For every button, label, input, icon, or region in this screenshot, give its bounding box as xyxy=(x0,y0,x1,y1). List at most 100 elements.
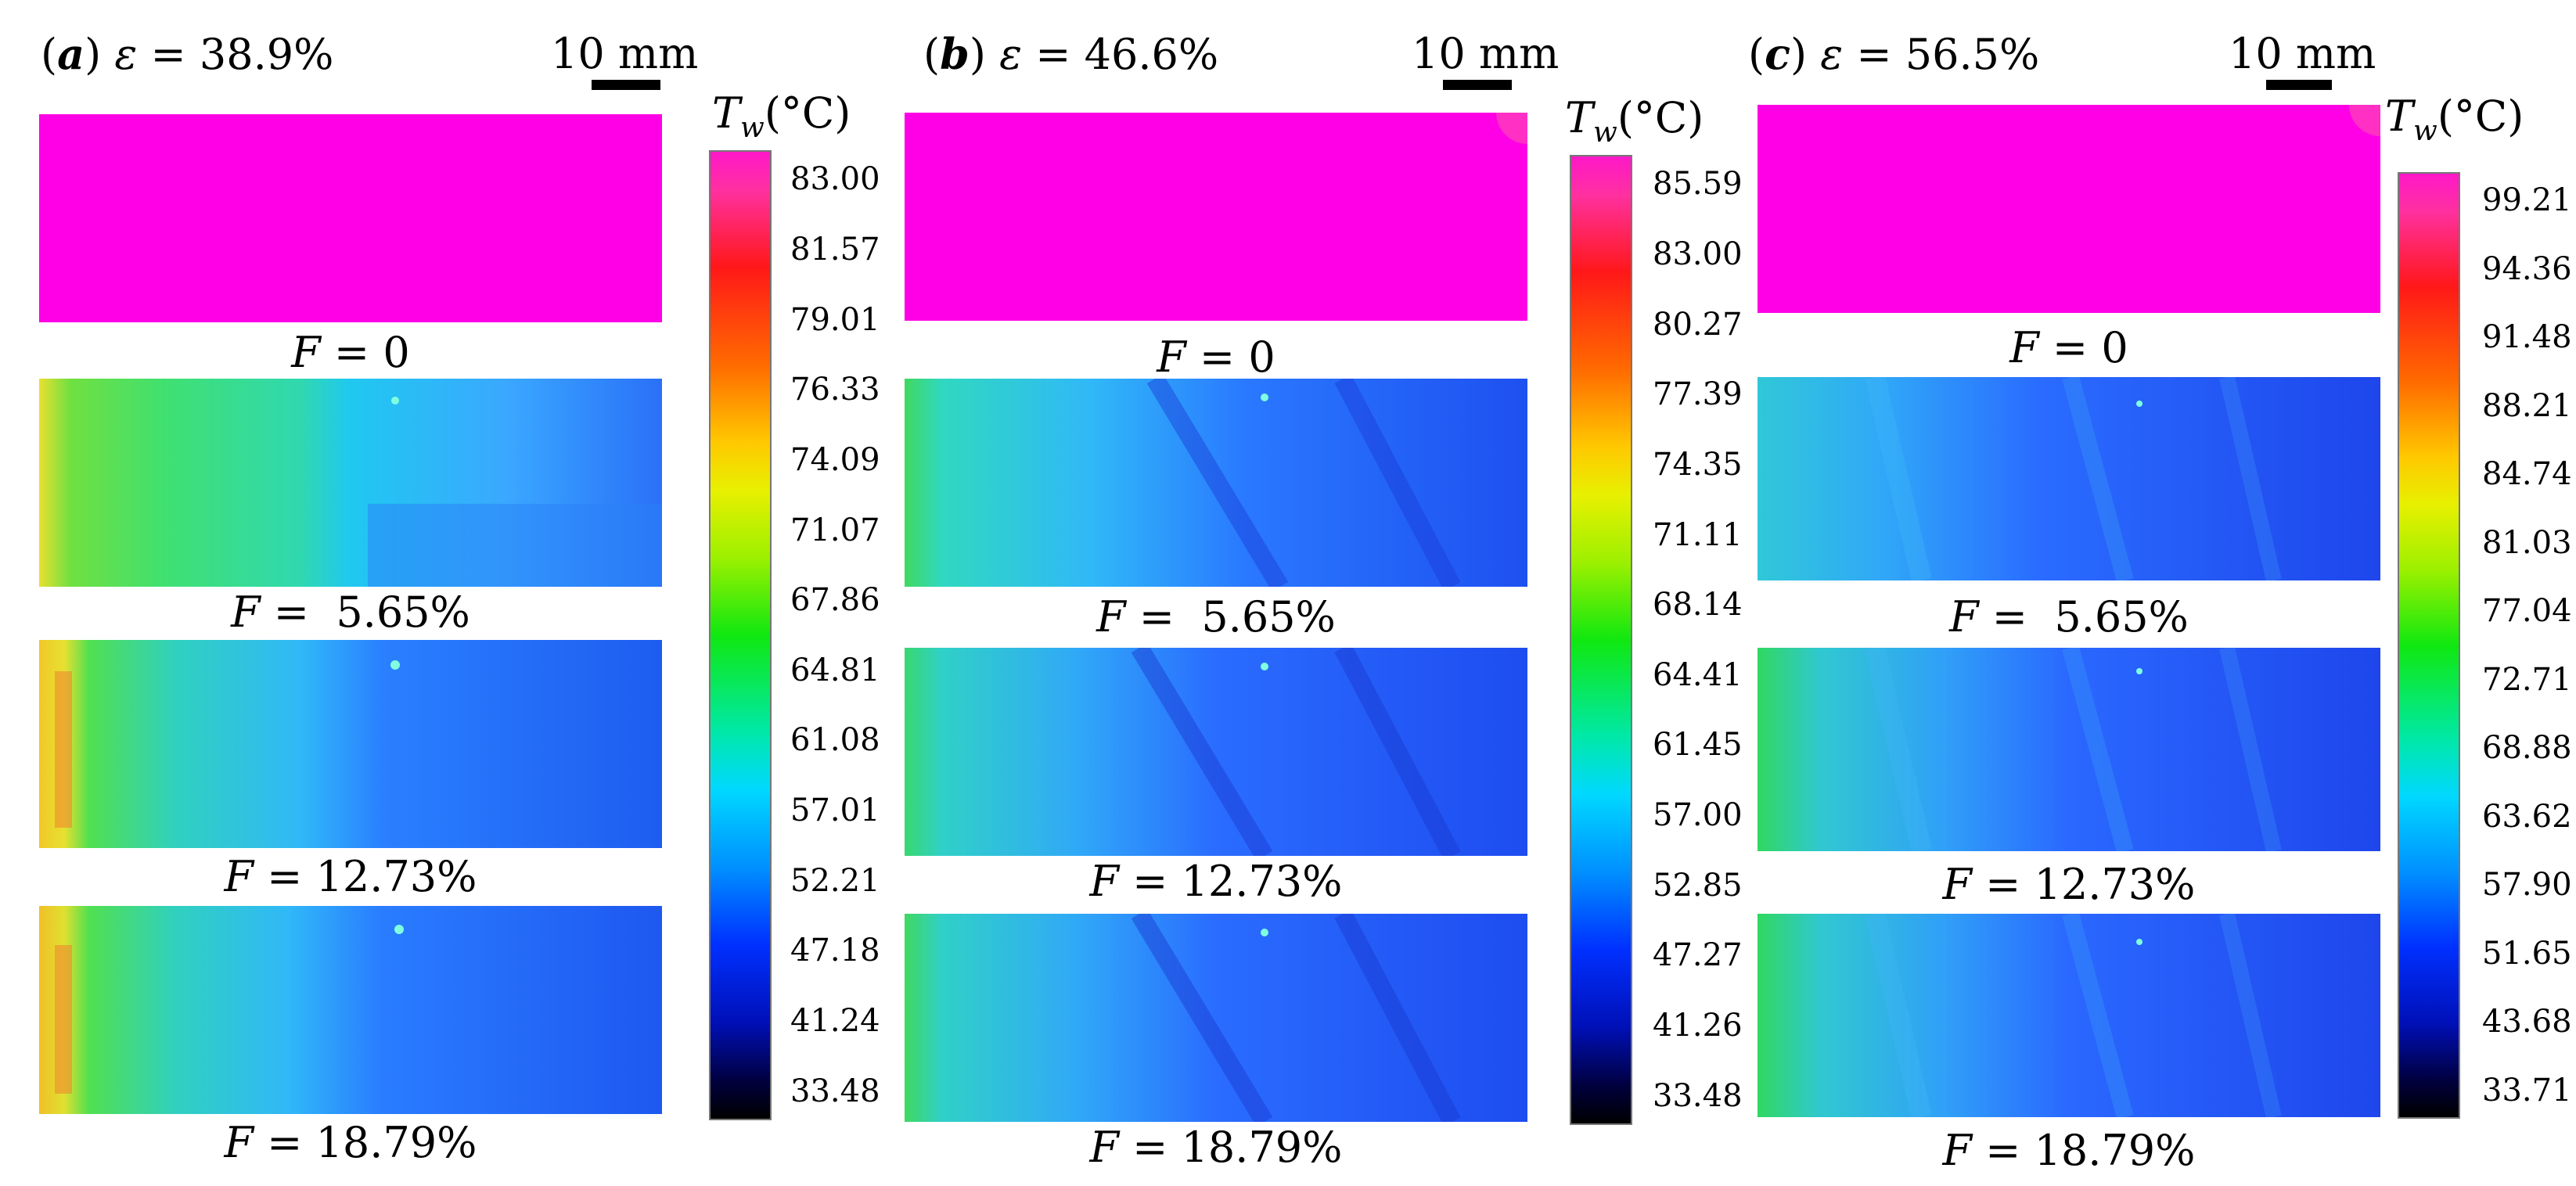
caption-value: = 18.79% xyxy=(1132,1123,1343,1172)
colorbar-tick-label: 74.35 xyxy=(1653,446,1743,483)
caption-f2: F = 12.73% xyxy=(905,861,1527,903)
caption-f0: F = 0 xyxy=(39,332,662,374)
caption-symbol: F xyxy=(1157,332,1186,382)
scale-label: 10 mm xyxy=(551,29,699,78)
caption-symbol: F xyxy=(1942,860,1972,909)
colorbar-title: Tw(°C) xyxy=(1565,97,1704,147)
colorbar-tick-label: 57.01 xyxy=(790,792,880,829)
panel-letter: b xyxy=(940,29,970,79)
colorbar-ticks: 85.59 83.00 80.27 77.39 74.35 71.11 68.14 64.41… xyxy=(1653,155,1762,1125)
caption-f2: F = 12.73% xyxy=(1758,864,2380,906)
epsilon-symbol: ε xyxy=(114,30,138,79)
colorbar-tick-label: 77.04 xyxy=(2482,593,2572,630)
thermal-map-f2 xyxy=(1758,648,2380,856)
panel-letter: c xyxy=(1765,29,1790,79)
colorbar-tick-label: 67.86 xyxy=(790,582,880,619)
caption-f1: F = 5.65% xyxy=(1758,596,2380,638)
caption-f3: F = 18.79% xyxy=(1758,1130,2380,1172)
colorbar-tick-label: 47.18 xyxy=(790,933,880,969)
caption-value: = 12.73% xyxy=(1985,860,2196,909)
colorbar-tick-label: 84.74 xyxy=(2482,456,2572,493)
colorbar-tick-label: 94.36 xyxy=(2482,250,2572,287)
colorbar-subscript: w xyxy=(2413,114,2437,147)
colorbar-tick-label: 52.85 xyxy=(1653,867,1743,904)
colorbar-tick-label: 83.00 xyxy=(790,161,880,198)
panel-b-header: (b) ε = 46.6% xyxy=(923,29,1219,79)
thermal-map-f1 xyxy=(905,379,1527,587)
colorbar-ticks: 83.00 81.57 79.01 76.33 74.09 71.07 67.86 64.81… xyxy=(790,150,900,1120)
thermal-map-f0 xyxy=(905,113,1527,321)
colorbar-tick-label: 57.90 xyxy=(2482,867,2572,904)
colorbar-tick-label: 83.00 xyxy=(1653,235,1743,272)
panel-b: (b) ε = 46.6% 10 mm F = 0 F = 5.65% F = … xyxy=(861,0,1743,1186)
colorbar-tick-label: 85.59 xyxy=(1653,166,1743,203)
caption-f0: F = 0 xyxy=(905,336,1527,379)
caption-value: = 12.73% xyxy=(267,852,477,901)
thermal-map-f2 xyxy=(39,640,662,848)
colorbar-tick-label: 61.08 xyxy=(790,722,880,759)
colorbar-tick-label: 64.81 xyxy=(790,652,880,688)
scale-bar-line xyxy=(592,80,660,90)
colorbar-symbol: T xyxy=(2385,92,2414,141)
thermal-map-f3 xyxy=(1758,914,2380,1122)
colorbar-tick-label: 43.68 xyxy=(2482,1004,2572,1040)
colorbar-tick-label: 72.71 xyxy=(2482,661,2572,698)
caption-symbol: F xyxy=(1949,592,1979,642)
colorbar-tick-label: 33.48 xyxy=(790,1073,880,1109)
caption-f2: F = 12.73% xyxy=(39,856,662,898)
caption-symbol: F xyxy=(1942,1126,1972,1175)
thermal-map-f1 xyxy=(1758,377,2380,585)
caption-value: = 18.79% xyxy=(267,1118,477,1167)
colorbar xyxy=(1570,155,1632,1125)
colorbar-unit: (°C) xyxy=(764,88,851,138)
colorbar-unit: (°C) xyxy=(1617,93,1704,142)
colorbar-tick-label: 33.71 xyxy=(2482,1072,2572,1109)
colorbar-subscript: w xyxy=(740,111,765,144)
colorbar-tick-label: 61.45 xyxy=(1653,727,1743,764)
colorbar-subscript: w xyxy=(1593,116,1617,149)
caption-symbol: F xyxy=(231,588,261,637)
panel-c: (c) ε = 56.5% 10 mm F = 0 F = 5.65% F = … xyxy=(1722,0,2576,1186)
thermal-map-f0 xyxy=(39,114,662,322)
caption-f0: F = 0 xyxy=(1758,327,2380,369)
caption-value: = 12.73% xyxy=(1132,857,1343,906)
caption-value: = 5.65% xyxy=(1139,592,1336,642)
thermal-map-f3 xyxy=(905,914,1527,1122)
colorbar-unit: (°C) xyxy=(2437,92,2524,141)
panel-a: (a) ε = 38.9% 10 mm F = 0 F = 5.65% F = … xyxy=(0,0,880,1186)
caption-value: = 18.79% xyxy=(1985,1126,2196,1175)
scale-bar: 10 mm xyxy=(551,33,698,90)
scale-label: 10 mm xyxy=(2229,29,2376,78)
scale-bar: 10 mm xyxy=(1412,33,1559,90)
caption-symbol: F xyxy=(1089,1123,1119,1172)
colorbar-tick-label: 99.21 xyxy=(2482,182,2572,219)
colorbar-tick-label: 68.14 xyxy=(1653,587,1743,624)
colorbar-tick-label: 79.01 xyxy=(790,301,880,338)
colorbar xyxy=(2398,172,2460,1119)
panel-letter: a xyxy=(57,29,85,79)
colorbar-tick-label: 77.39 xyxy=(1653,376,1743,413)
colorbar-tick-label: 88.21 xyxy=(2482,387,2572,424)
colorbar-tick-label: 71.11 xyxy=(1653,516,1743,553)
caption-f1: F = 5.65% xyxy=(39,591,662,634)
colorbar-tick-label: 81.57 xyxy=(790,231,880,268)
porosity-value: 46.6% xyxy=(1084,30,1219,79)
panel-a-header: (a) ε = 38.9% xyxy=(41,29,334,79)
panel-c-header: (c) ε = 56.5% xyxy=(1748,29,2040,79)
colorbar-tick-label: 63.62 xyxy=(2482,798,2572,835)
thermal-map-f1 xyxy=(39,379,662,587)
epsilon-symbol: ε xyxy=(999,30,1023,79)
caption-symbol: F xyxy=(224,852,254,901)
colorbar-tick-label: 76.33 xyxy=(790,372,880,408)
caption-symbol: F xyxy=(291,328,321,377)
scale-label: 10 mm xyxy=(1412,29,1560,78)
caption-value: = 5.65% xyxy=(273,588,470,637)
caption-f3: F = 18.79% xyxy=(905,1127,1527,1169)
caption-value: = 0 xyxy=(1199,332,1275,382)
colorbar-tick-label: 74.09 xyxy=(790,441,880,478)
caption-f3: F = 18.79% xyxy=(39,1122,662,1164)
porosity-value: 56.5% xyxy=(1905,30,2040,79)
colorbar-tick-label: 64.41 xyxy=(1653,656,1743,693)
porosity-value: 38.9% xyxy=(199,30,334,79)
colorbar-tick-label: 47.27 xyxy=(1653,937,1743,974)
